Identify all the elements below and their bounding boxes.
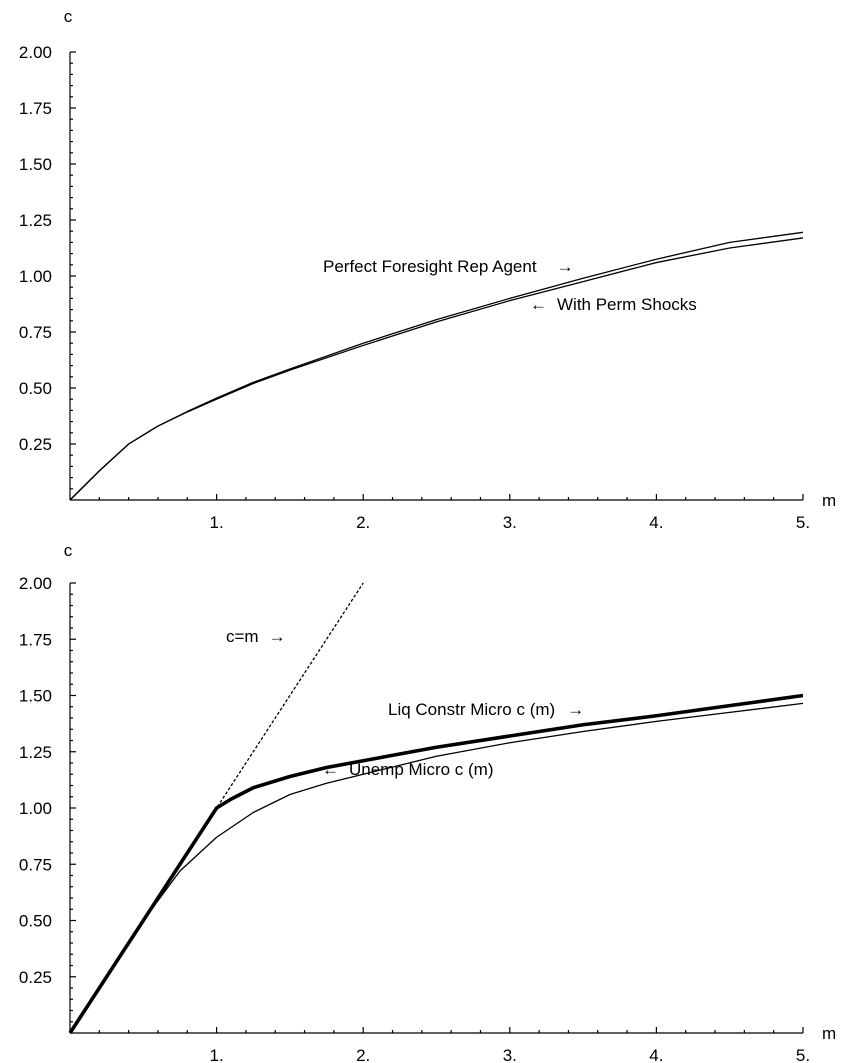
y-tick-label: 0.25 xyxy=(19,968,52,987)
y-tick-label: 0.50 xyxy=(19,379,52,398)
y-tick-label: 1.00 xyxy=(19,799,52,818)
x-tick-label: 3. xyxy=(503,1046,517,1063)
series-annotation: Unemp Micro c (m) ← xyxy=(322,760,494,779)
right-arrow-icon: → xyxy=(269,627,286,646)
series-line-3 xyxy=(69,702,804,1034)
annotation-label: With Perm Shocks xyxy=(557,295,697,314)
series-annotation: Liq Constr Micro c (m) → xyxy=(388,700,584,719)
right-arrow-icon: → xyxy=(567,700,584,719)
y-tick-label: 1.75 xyxy=(19,99,52,118)
x-tick-label: 4. xyxy=(649,1046,663,1063)
x-tick-label: 3. xyxy=(503,513,517,532)
y-tick-label: 1.25 xyxy=(19,743,52,762)
series-line-2 xyxy=(69,237,804,501)
x-tick-label: 4. xyxy=(649,513,663,532)
y-tick-label: 0.75 xyxy=(19,855,52,874)
y-tick-label: 0.25 xyxy=(19,435,52,454)
y-tick-label: 1.75 xyxy=(19,630,52,649)
y-tick-label: 1.50 xyxy=(19,155,52,174)
y-tick-label: 1.25 xyxy=(19,211,52,230)
left-arrow-icon: ← xyxy=(530,295,547,314)
series-line-1 xyxy=(69,582,364,1034)
y-tick-label: 0.50 xyxy=(19,912,52,931)
y-axis-label: c xyxy=(64,541,73,560)
y-tick-label: 1.50 xyxy=(19,687,52,706)
x-tick-label: 2. xyxy=(356,513,370,532)
y-axis-label: c xyxy=(64,7,73,26)
x-tick-label: 2. xyxy=(356,1046,370,1063)
x-tick-label: 1. xyxy=(210,1046,224,1063)
x-tick-label: 1. xyxy=(210,513,224,532)
series-annotation: Perfect Foresight Rep Agent → xyxy=(323,257,574,276)
y-tick-label: 2.00 xyxy=(19,574,52,593)
x-axis-label: m xyxy=(822,491,836,510)
bottom-chart: 1. 2. 3. 4. 5. 0.25 0.50 0.75 1.00 1.25 1.50 1.75 2.… xyxy=(19,541,836,1063)
x-axis-label: m xyxy=(822,1024,836,1043)
series-line-2 xyxy=(68,693,804,1034)
y-tick-label: 0.75 xyxy=(19,323,52,342)
annotation-label: c=m xyxy=(226,627,259,646)
y-tick-label: 1.00 xyxy=(19,267,52,286)
right-arrow-icon: → xyxy=(557,257,574,276)
y-tick-label: 2.00 xyxy=(19,43,52,62)
annotation-label: Perfect Foresight Rep Agent xyxy=(323,257,537,276)
top-chart: 1. 2. 3. 4. 5. 0.25 0.50 0.75 1.00 1.25 1.50 1.75 2.… xyxy=(19,7,836,532)
x-tick-label: 5. xyxy=(796,513,810,532)
series-annotation: With Perm Shocks ← xyxy=(530,295,697,314)
annotation-label: Liq Constr Micro c (m) xyxy=(388,700,555,719)
series-annotation: c=m → xyxy=(226,627,286,646)
annotation-label: Unemp Micro c (m) xyxy=(349,760,494,779)
left-arrow-icon: ← xyxy=(322,760,339,779)
x-tick-label: 5. xyxy=(796,1046,810,1063)
